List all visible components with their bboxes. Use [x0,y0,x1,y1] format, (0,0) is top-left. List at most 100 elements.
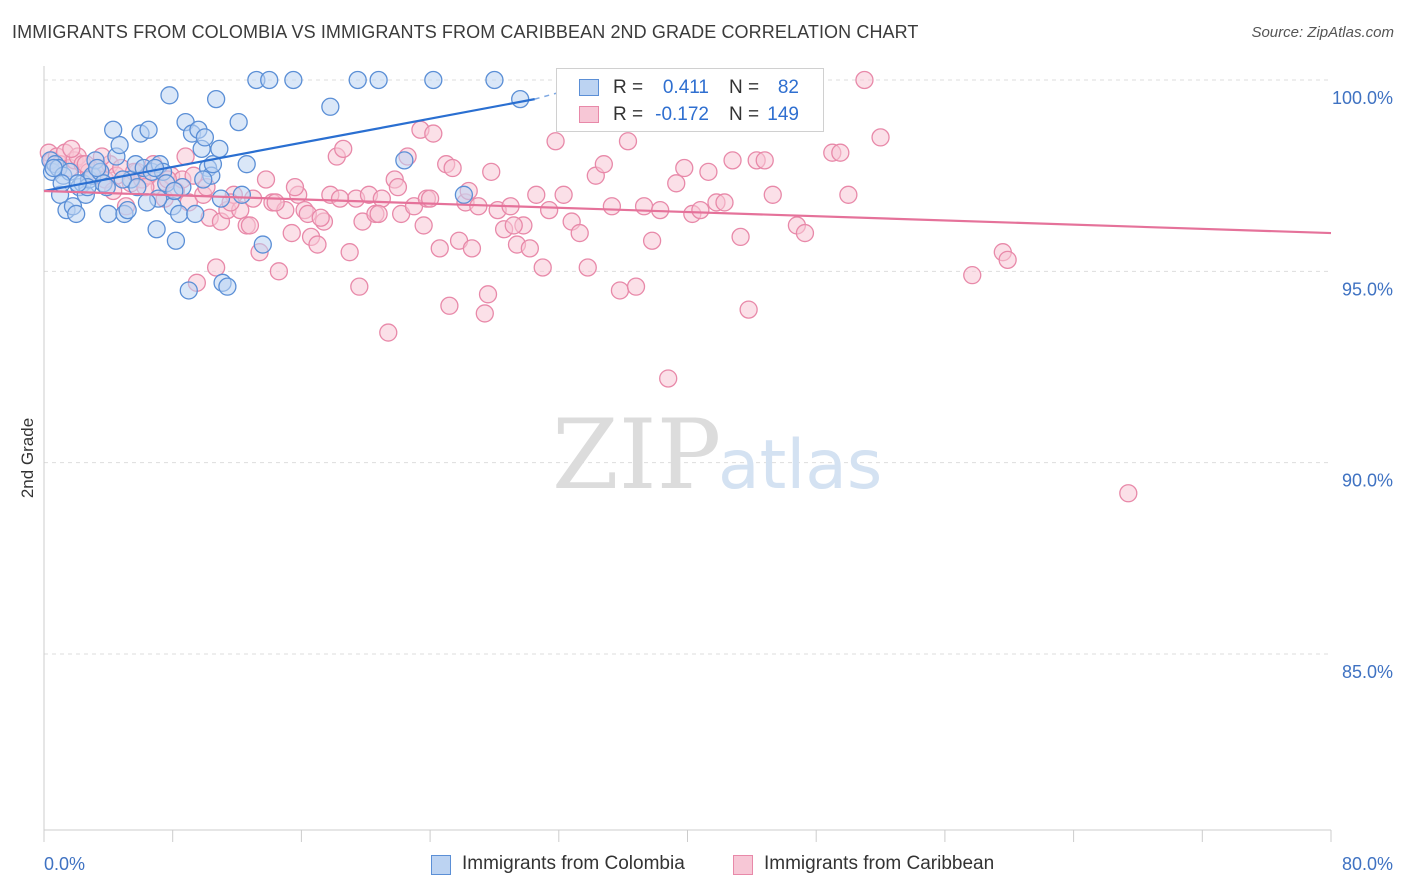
r-label: R = [613,104,644,125]
caribbean-point [311,208,330,227]
caribbean-point [285,177,305,197]
colombia-point [99,204,118,224]
caribbean-point [282,223,301,243]
y-tick-label: 100.0% [1332,88,1393,108]
trend-lines [43,83,1332,235]
stats-row-caribbean: R = -0.172 N = 149 [557,101,823,129]
correlation-stats-box: R = 0.411 N = 82 R = -0.172 N = 149 [556,68,824,132]
caribbean-point [414,216,433,235]
caribbean-point [475,304,494,323]
caribbean-point [546,132,565,151]
caribbean-point [443,158,462,178]
y-tick-label: 85.0% [1342,662,1393,682]
caribbean-point [62,139,81,159]
caribbean-point [266,193,285,212]
colombia-point [260,70,279,90]
caribbean-point [755,151,774,170]
r-value: -0.172 [655,104,709,125]
colombia-point [166,231,186,250]
colombia-point [87,158,107,178]
source-credit: Source: ZipAtlas.com [1251,24,1394,41]
colombia-point [206,89,226,109]
colombia-point [369,70,388,90]
caribbean-point [478,285,498,304]
colombia-point [218,277,237,296]
caribbean-point [723,151,742,170]
caribbean-point [667,174,686,193]
caribbean-point [963,266,982,285]
caribbean-point [240,216,260,235]
caribbean-swatch-icon [579,106,599,123]
caribbean-point [269,262,289,281]
colombia-point [110,135,129,155]
caribbean-point [440,296,459,315]
caribbean-point [763,185,782,204]
y-tick-label: 90.0% [1342,471,1393,491]
colombia-point [67,204,86,224]
colombia-point [194,170,213,189]
caribbean-point [998,250,1017,270]
colombia-point [237,155,256,174]
caribbean-point [871,128,890,147]
y-tick-label: 95.0% [1342,279,1393,299]
n-label: N = [729,104,760,125]
colombia-point [284,70,303,90]
colombia-point [485,70,504,90]
watermark: ZIP atlas [552,399,882,511]
caribbean-point [520,239,539,258]
caribbean-point [539,200,559,220]
caribbean-point [308,235,327,254]
colombia-point [210,139,229,159]
caribbean-point [618,132,638,151]
data-points [39,70,1138,503]
colombia-point [165,181,184,201]
caribbean-point [610,281,630,300]
caribbean-point [594,155,613,174]
caribbean-point [424,124,443,143]
chart-title: IMMIGRANTS FROM COLOMBIA VS IMMIGRANTS F… [12,22,919,42]
caribbean-point [206,258,226,277]
watermark-atlas: atlas [718,426,882,505]
caribbean-point [482,162,501,181]
caribbean-point [554,185,573,204]
caribbean-point [739,300,758,319]
colombia-point [348,70,367,90]
caribbean-point [388,177,408,197]
colombia-point [229,112,248,132]
r-value: 0.411 [662,77,709,98]
caribbean-point [795,223,815,243]
caribbean-point [430,239,449,258]
colombia-point [511,89,530,109]
colombia-point [169,204,189,224]
caribbean-trend-line [43,189,1332,235]
colombia-point [253,235,272,254]
n-value: 82 [777,77,799,98]
caribbean-point [369,204,388,224]
caribbean-point [626,277,646,296]
stats-row-colombia: R = 0.411 N = 82 [557,74,823,102]
colombia-trend-line [43,98,535,193]
colombia-swatch-icon [579,79,599,96]
chart-legend: Immigrants from Colombia Immigrants from… [0,852,1406,878]
n-value: 149 [767,104,799,125]
caribbean-point [1119,484,1138,503]
colombia-point [186,204,205,224]
caribbean-point [504,216,523,235]
caribbean-point [715,193,734,212]
x-tick-label-start: 0.0% [44,854,85,874]
caribbean-point [578,258,597,277]
x-tick-label-end: 80.0% [1342,854,1393,874]
caribbean-point [634,197,654,216]
axes [43,66,1332,842]
caribbean-point [831,143,850,162]
colombia-point [118,200,137,220]
colombia-point [137,193,157,212]
y-axis-label: 2nd Grade [18,418,37,498]
tick-labels: 85.0% 90.0% 95.0% 100.0% 0.0% 80.0% [44,88,1393,874]
caribbean-point [602,197,622,216]
caribbean-point [527,185,546,204]
n-label: N = [729,77,760,98]
caribbean-point [340,243,359,262]
caribbean-point [659,369,678,388]
